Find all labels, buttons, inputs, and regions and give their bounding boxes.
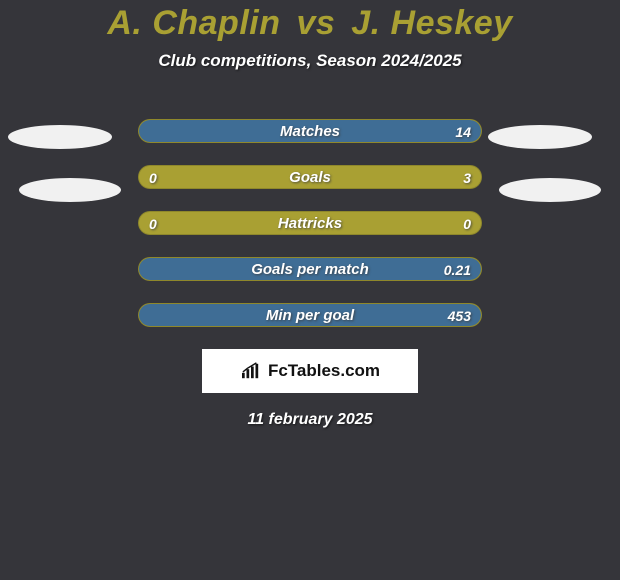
stat-row: Goals per match0.21 xyxy=(138,257,482,281)
page-title: A. Chaplin vs J. Heskey xyxy=(0,0,620,43)
stat-row: Matches14 xyxy=(138,119,482,143)
vs-text: vs xyxy=(296,4,335,42)
attribution-text: FcTables.com xyxy=(268,361,380,381)
player2-name: J. Heskey xyxy=(351,4,512,42)
date-text: 11 february 2025 xyxy=(0,411,620,429)
stat-value-right: 0.21 xyxy=(444,258,471,280)
comparison-card: A. Chaplin vs J. Heskey Club competition… xyxy=(0,0,620,580)
attribution-badge: FcTables.com xyxy=(202,349,418,393)
stat-label: Hattricks xyxy=(139,212,481,234)
chart-icon xyxy=(240,362,262,380)
stat-fill-right xyxy=(201,166,481,188)
stat-row: Min per goal453 xyxy=(138,303,482,327)
player1-name: A. Chaplin xyxy=(107,4,280,42)
stat-value-right: 14 xyxy=(455,120,471,142)
stat-value-right: 3 xyxy=(463,166,471,188)
stat-value-right: 453 xyxy=(448,304,471,326)
stat-fill-right xyxy=(139,120,481,142)
stat-row: Goals03 xyxy=(138,165,482,189)
stat-value-left: 0 xyxy=(149,212,157,234)
subtitle: Club competitions, Season 2024/2025 xyxy=(0,51,620,71)
stat-fill-right xyxy=(139,258,481,280)
stat-fill-right xyxy=(139,304,481,326)
stat-value-right: 0 xyxy=(463,212,471,234)
stat-row: Hattricks0 0 xyxy=(138,211,482,235)
stats-container: Matches14Goals03Hattricks00Goals per mat… xyxy=(0,119,620,327)
stat-value-left: 0 xyxy=(149,166,157,188)
